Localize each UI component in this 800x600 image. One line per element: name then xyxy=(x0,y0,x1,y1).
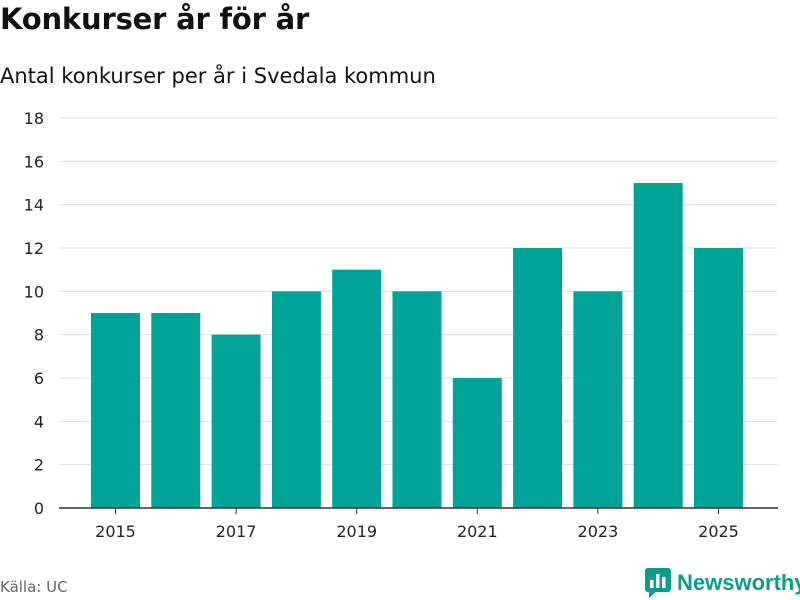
bar xyxy=(91,313,140,508)
y-tick-label: 8 xyxy=(34,326,44,345)
bar xyxy=(332,269,382,508)
bar xyxy=(633,183,683,508)
y-tick-label: 16 xyxy=(24,152,44,171)
bar xyxy=(573,291,623,508)
brand-name: Newsworthy xyxy=(677,570,800,595)
y-tick-label: 0 xyxy=(34,499,44,518)
bar-chart-speech-bubble-icon xyxy=(645,568,671,598)
y-axis-tick-labels: 0 2 4 6 8 10 12 14 16 18 xyxy=(24,109,44,518)
bar xyxy=(452,378,502,508)
x-tick-label: 2017 xyxy=(216,522,257,541)
bar xyxy=(271,291,321,508)
bar xyxy=(513,248,563,508)
chart-subtitle: Antal konkurser per år i Svedala kommun xyxy=(0,64,436,88)
y-tick-label: 4 xyxy=(34,412,44,431)
y-tick-label: 14 xyxy=(24,196,44,215)
bar xyxy=(151,313,201,508)
source-note: Källa: UC xyxy=(0,578,68,596)
x-axis xyxy=(59,507,778,514)
y-tick-label: 2 xyxy=(34,456,44,475)
y-tick-label: 6 xyxy=(34,369,44,388)
bar xyxy=(211,334,261,508)
chart-title: Konkurser år för år xyxy=(0,2,310,36)
y-tick-label: 10 xyxy=(24,282,44,301)
x-tick-label: 2023 xyxy=(578,522,619,541)
bar xyxy=(694,248,743,508)
bars xyxy=(91,183,743,508)
y-tick-label: 18 xyxy=(24,109,44,128)
x-axis-tick-labels: 2015 2017 2019 2021 2023 2025 xyxy=(95,522,739,541)
x-tick-label: 2015 xyxy=(95,522,136,541)
x-tick-label: 2025 xyxy=(698,522,739,541)
bar xyxy=(392,291,442,508)
newsworthy-logo: Newsworthy xyxy=(645,567,800,599)
y-tick-label: 12 xyxy=(24,239,44,258)
x-tick-label: 2019 xyxy=(336,522,377,541)
x-tick-label: 2021 xyxy=(457,522,498,541)
